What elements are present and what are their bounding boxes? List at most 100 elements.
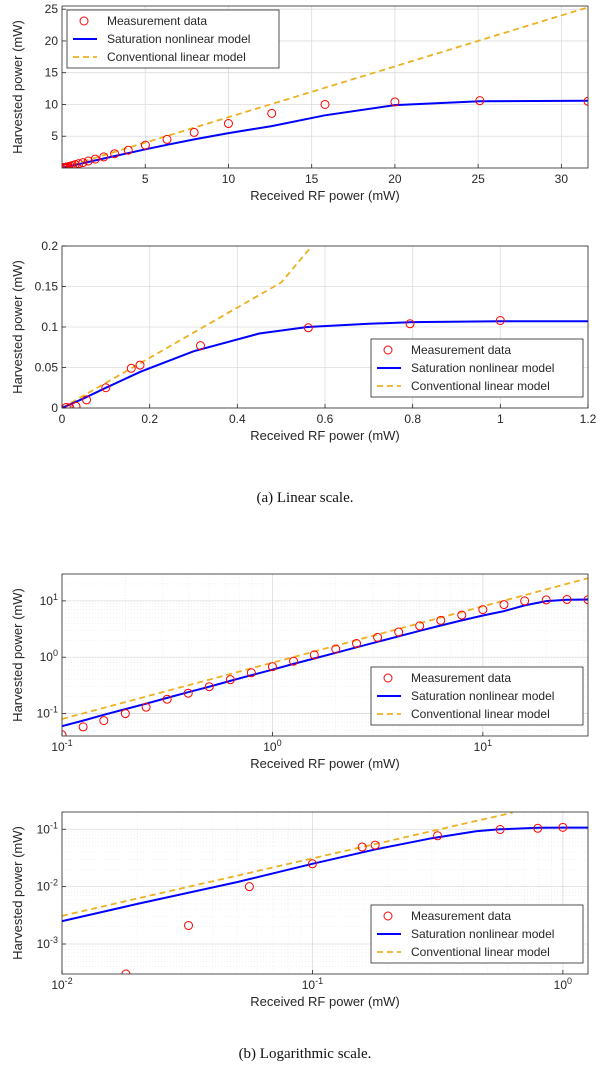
linear-model-line [62, 577, 588, 720]
measurement-point [415, 621, 425, 631]
y-axis-label: Harvested power (mW) [10, 826, 25, 960]
measurement-point [78, 722, 88, 732]
y-tick-label: 15 [45, 66, 59, 80]
y-tick-label: 100 [40, 648, 58, 664]
measurement-point [394, 627, 404, 637]
measurement-points [62, 316, 505, 408]
legend-label: Measurement data [107, 14, 207, 28]
x-tick-label: 25 [471, 172, 485, 186]
caption-a: (a) Linear scale. [256, 490, 354, 506]
x-tick-label: 10 [222, 172, 236, 186]
measurement-point [101, 383, 111, 393]
x-tick-label: 0 [59, 412, 66, 426]
y-tick-label: 10-2 [37, 878, 58, 894]
series-layer [62, 6, 588, 168]
measurement-point [520, 596, 530, 606]
measurement-point [244, 882, 254, 892]
saturation-model-line [62, 320, 588, 408]
y-tick-label: 10-1 [37, 820, 58, 836]
legend-label: Measurement data [411, 671, 511, 685]
chart-b-top: 10-1 100 101 10-1 100 101 Received RF power (m… [10, 573, 589, 771]
y-tick-label: 0 [51, 401, 58, 415]
x-tick-label: 10-2 [51, 976, 72, 992]
axes-frame [61, 811, 589, 975]
legend-label: Saturation nonlinear model [411, 927, 554, 941]
legend-label: Saturation nonlinear model [411, 689, 554, 703]
measurement-point [475, 96, 485, 106]
x-tick-label: 0.6 [317, 412, 334, 426]
measurement-point [99, 152, 109, 162]
x-tick-label: 20 [388, 172, 402, 186]
measurement-point [246, 668, 256, 678]
legend-box [66, 9, 280, 69]
y-tick-label: 0.2 [41, 239, 58, 253]
measurement-point [110, 149, 120, 159]
measurement-point [309, 650, 319, 660]
x-tick-label: 10-1 [51, 738, 72, 754]
legend-box [370, 666, 584, 726]
x-tick-label: 0.4 [229, 412, 246, 426]
x-tick-label: 1 [497, 412, 504, 426]
x-axis-label: Received RF power (mW) [250, 994, 400, 1009]
chart-b-bottom: 10-2 10-1 100 10-3 10-2 10-1 Received RF power… [10, 811, 589, 1009]
measurement-point [204, 682, 214, 692]
y-tick-label: 10 [45, 97, 59, 111]
measurement-point [478, 605, 488, 615]
measurement-point [189, 127, 199, 137]
y-axis-label: Harvested power (mW) [10, 20, 25, 154]
measurement-point [99, 716, 109, 726]
linear-model-line [62, 812, 513, 917]
measurement-point [541, 595, 551, 605]
measurement-point [457, 610, 467, 620]
measurement-point [141, 702, 151, 712]
x-tick-label: 101 [474, 738, 492, 754]
measurement-point [62, 730, 67, 736]
measurement-point [71, 401, 81, 408]
series-layer [62, 246, 588, 408]
legend-marker-measurement [79, 16, 89, 26]
saturation-model-line [62, 826, 588, 923]
legend-label: Measurement data [411, 343, 511, 357]
legend-box [370, 338, 584, 398]
measurement-point [583, 96, 588, 106]
grid [61, 574, 588, 736]
measurement-point [433, 831, 443, 841]
measurement-point [223, 119, 233, 129]
legend: Measurement data Saturation nonlinear mod… [370, 904, 584, 964]
measurement-point [123, 145, 133, 155]
y-tick-label: 101 [40, 592, 58, 608]
x-tick-label: 1.2 [580, 412, 597, 426]
linear-model-line [62, 246, 313, 408]
measurement-point [370, 840, 380, 850]
measurement-point [140, 140, 150, 150]
measurement-point [135, 360, 145, 370]
measurement-point [499, 600, 509, 610]
measurement-point [405, 319, 415, 329]
measurement-point [562, 594, 572, 604]
measurement-point [357, 842, 367, 852]
measurement-point [90, 154, 100, 164]
caption-b: (b) Logarithmic scale. [238, 1046, 372, 1062]
x-tick-label: 5 [142, 172, 149, 186]
y-tick-label: 10-3 [37, 935, 58, 951]
x-axis-label: Received RF power (mW) [250, 428, 400, 443]
measurement-point [352, 639, 362, 649]
measurement-point [126, 363, 136, 373]
axes-frame [61, 5, 589, 169]
measurement-point [121, 969, 131, 974]
measurement-point [225, 675, 235, 685]
legend: Measurement data Saturation nonlinear mod… [370, 338, 584, 398]
grid [62, 6, 588, 168]
measurement-point [320, 99, 330, 109]
legend-label: Conventional linear model [107, 50, 246, 64]
chart-a-bottom: 0 0.2 0.4 0.6 0.8 1 1.2 0 0.05 0.1 0.15 0.2 Received… [10, 239, 597, 443]
saturation-model-line [62, 598, 588, 728]
measurement-points [62, 96, 588, 168]
measurement-point [533, 823, 543, 833]
series-layer [62, 577, 588, 736]
legend-marker-measurement [383, 911, 393, 921]
measurement-point [390, 97, 400, 107]
measurement-point [267, 108, 277, 118]
y-axis-label: Harvested power (mW) [10, 260, 25, 394]
